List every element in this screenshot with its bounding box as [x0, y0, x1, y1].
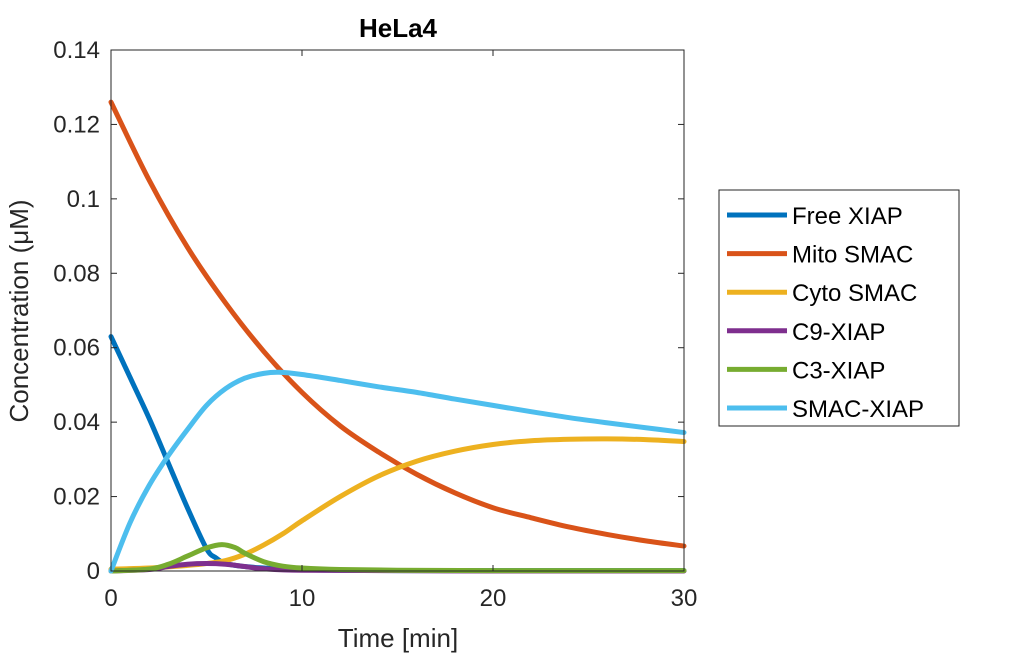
x-tick-label: 10 [289, 585, 316, 612]
axis-ticks [110, 49, 685, 572]
legend-items: Free XIAP Mito SMAC Cyto SMAC C9-XIAP C3-XIA… [727, 203, 924, 423]
x-tick-label: 20 [480, 585, 507, 612]
y-tick-label: 0 [87, 558, 100, 585]
y-tick-label: 0.1 [67, 186, 100, 213]
series-line-6 [108, 369, 687, 574]
y-axis-title: Concentration (μM) [4, 199, 34, 422]
x-tick-label: 30 [671, 585, 698, 612]
chart-title: HeLa4 [359, 13, 438, 43]
legend-box [718, 189, 960, 427]
series-line-1 [108, 334, 687, 574]
legend-label-3: Cyto SMAC [792, 280, 917, 307]
plot-frame [110, 49, 685, 572]
legend-label-4: C9-XIAP [792, 319, 885, 346]
legend-label-1: Free XIAP [792, 203, 903, 230]
legend-label-6: SMAC-XIAP [792, 396, 924, 423]
y-tick-label: 0.12 [53, 111, 100, 138]
x-axis-title: Time [min] [338, 623, 458, 653]
y-tick-label: 0.04 [53, 409, 100, 436]
y-tick-label: 0.06 [53, 335, 100, 362]
legend-label-5: C3-XIAP [792, 357, 885, 384]
legend: Free XIAP Mito SMAC Cyto SMAC C9-XIAP C3-XIA… [718, 189, 960, 427]
y-tick-label: 0.08 [53, 260, 100, 287]
tick-labels: 0 10 20 30 0 0.02 0.04 0.06 0.08 0.1 0.12 0.14 [53, 37, 697, 612]
legend-label-2: Mito SMAC [792, 242, 913, 269]
y-tick-label: 0.14 [53, 37, 100, 64]
plot-lines [108, 99, 687, 574]
x-tick-label: 0 [104, 585, 117, 612]
series-line-2 [108, 99, 687, 549]
y-tick-label: 0.02 [53, 484, 100, 511]
